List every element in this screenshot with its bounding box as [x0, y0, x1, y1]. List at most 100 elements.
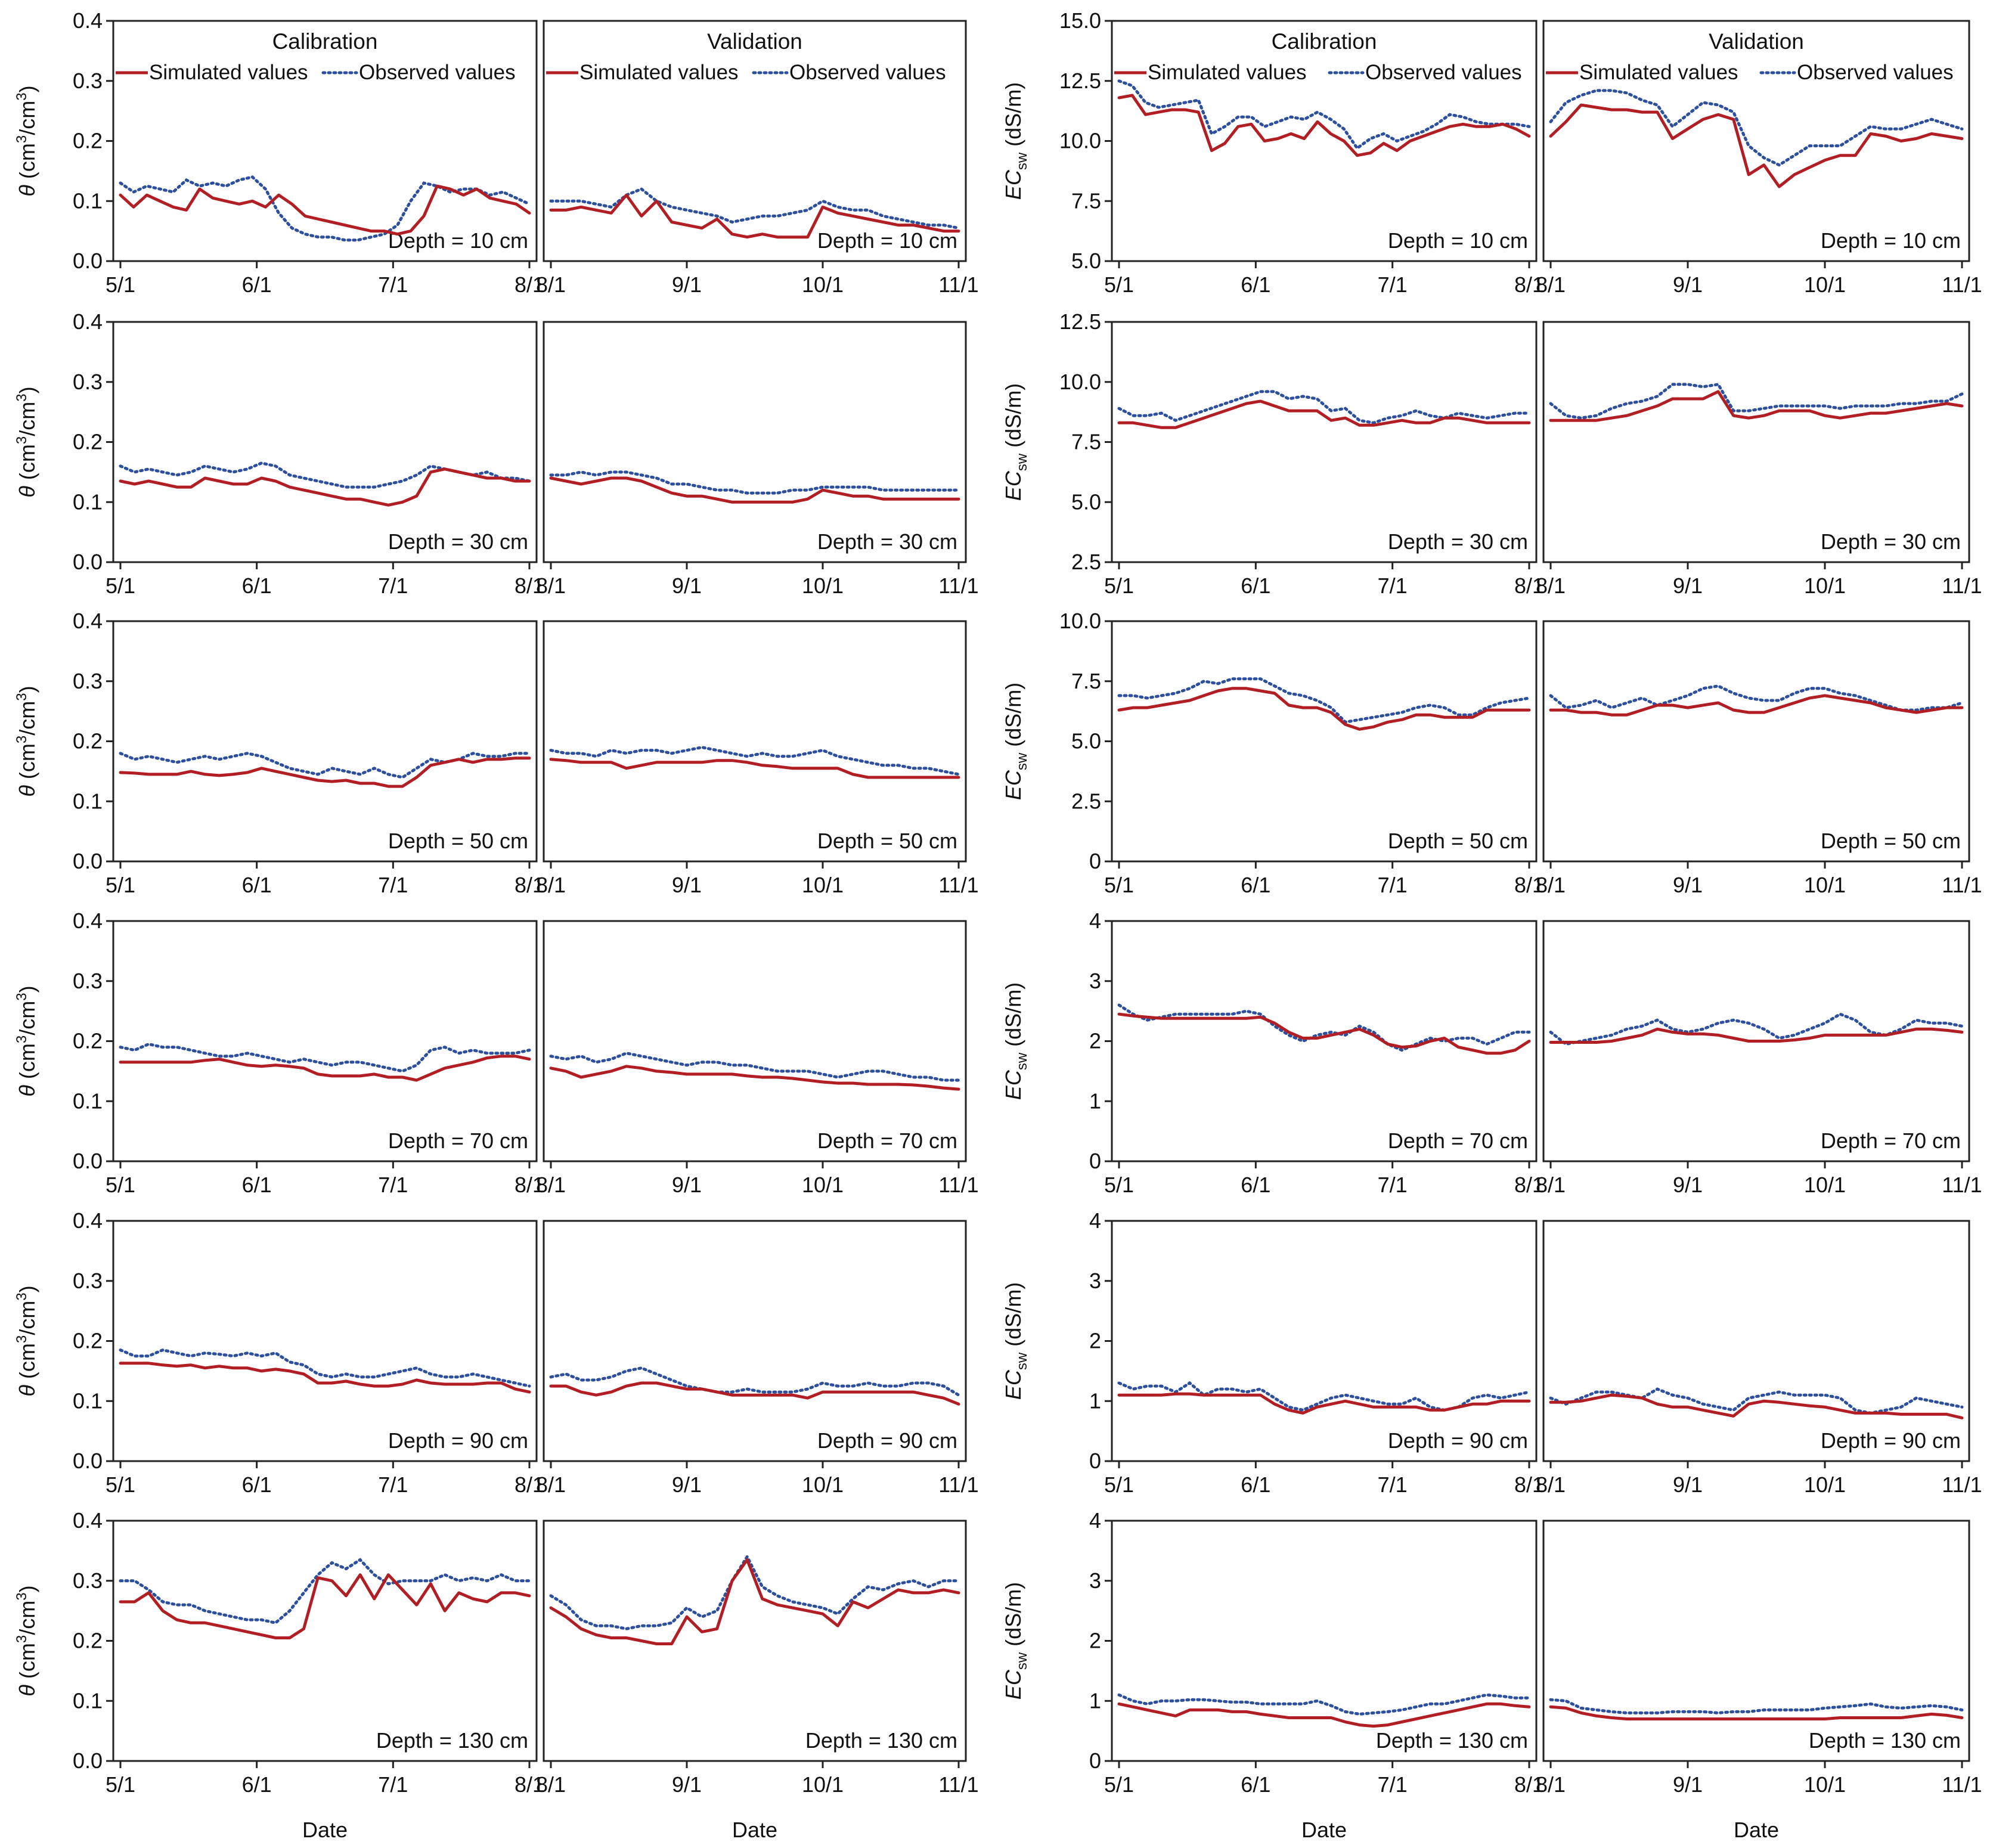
simulated-line-validation — [549, 758, 960, 779]
y-tick-label: 0.2 — [73, 729, 103, 754]
x-axis-title: Date — [302, 1818, 348, 1842]
y-tick-label: 10.0 — [1059, 370, 1101, 394]
panel-frame-validation — [1542, 321, 1970, 563]
panel-row-theta-1: 0.0 0.1 0.2 0.3 0.4 θ (cm3/cm3) 5/1 6/1 7/1 8/1 De… — [14, 8, 979, 297]
x-tick-label: 8/1 — [514, 573, 544, 598]
observed-line-calibration — [119, 1348, 531, 1388]
y-axis-title: ECsw (dS/m) — [1001, 383, 1030, 501]
depth-label: Depth = 50 cm — [817, 829, 957, 853]
x-tick-label: 8/1 — [536, 573, 566, 598]
legend-simulated-label: Simulated values — [1579, 61, 1738, 84]
y-tick-label: 0.3 — [73, 370, 103, 394]
x-tick-label: 5/1 — [106, 873, 135, 897]
simulated-line-calibration — [1117, 94, 1531, 157]
depth-label: Depth = 30 cm — [1388, 529, 1528, 554]
x-tick-label: 8/1 — [1536, 573, 1566, 598]
x-tick-label: 10/1 — [802, 573, 844, 598]
simulated-line-validation — [1549, 390, 1964, 422]
y-tick-label: 0.2 — [73, 1629, 103, 1653]
panel-row-theta-3: 0.0 0.1 0.2 0.3 0.4 θ (cm3/cm3) 5/1 6/1 7/1 8/1 De… — [14, 609, 979, 897]
simulated-line-validation — [1549, 103, 1964, 188]
y-axis-title: ECsw (dS/m) — [1001, 1282, 1030, 1400]
x-tick-label: 7/1 — [1378, 1472, 1408, 1497]
y-tick-label: 0.1 — [73, 1089, 103, 1113]
simulated-line-validation — [549, 1558, 960, 1645]
x-tick-label: 8/1 — [536, 1772, 566, 1797]
y-tick-label: 0.4 — [73, 1208, 103, 1233]
y-tick-label: 10.0 — [1059, 609, 1101, 633]
x-tick-label: 11/1 — [1942, 1772, 1982, 1797]
x-tick-label: 8/1 — [514, 1772, 544, 1797]
x-tick-label: 5/1 — [1104, 1173, 1134, 1197]
panel-row-ec-4: 0 1 2 3 4 ECsw (dS/m) 5/1 6/1 7/1 8/1 Depth = 70 c… — [1001, 909, 1982, 1197]
panel-row-ec-3: 0 2.5 5.0 7.5 10.0 ECsw (dS/m) 5/1 6/1 7/1 8/1 Dep… — [1001, 609, 1982, 897]
x-tick-label: 8/1 — [536, 1472, 566, 1497]
x-tick-label: 8/1 — [1536, 1173, 1566, 1197]
x-tick-label: 6/1 — [242, 873, 272, 897]
x-tick-label: 8/1 — [514, 272, 544, 297]
observed-line-validation — [1549, 89, 1964, 167]
x-tick-label: 6/1 — [1241, 272, 1270, 297]
y-tick-label: 12.5 — [1059, 309, 1101, 334]
x-tick-label: 5/1 — [1104, 1772, 1134, 1797]
y-axis-title: θ (cm3/cm3) — [14, 85, 39, 196]
x-tick-label: 9/1 — [672, 1772, 702, 1797]
observed-line-validation — [549, 1052, 960, 1082]
y-tick-label: 2 — [1089, 1029, 1101, 1053]
depth-label: Depth = 70 cm — [1821, 1128, 1961, 1153]
observed-line-validation — [549, 187, 960, 230]
x-tick-label: 6/1 — [1241, 1173, 1270, 1197]
y-axis-title: θ (cm3/cm3) — [14, 686, 39, 796]
x-tick-label: 9/1 — [1673, 1472, 1703, 1497]
x-tick-label: 8/1 — [536, 272, 566, 297]
panel-frame-validation — [1542, 20, 1970, 262]
x-tick-label: 8/1 — [514, 873, 544, 897]
simulated-line-calibration — [119, 756, 531, 788]
x-tick-label: 5/1 — [1104, 573, 1134, 598]
x-tick-label: 11/1 — [1942, 272, 1982, 297]
x-tick-label: 10/1 — [1804, 1472, 1846, 1497]
y-tick-label: 0 — [1089, 849, 1101, 873]
y-tick-label: 0.1 — [73, 188, 103, 213]
depth-label: Depth = 30 cm — [388, 529, 528, 554]
x-tick-label: 8/1 — [1536, 272, 1566, 297]
x-tick-label: 10/1 — [1804, 573, 1846, 598]
observed-line-calibration — [1117, 79, 1531, 151]
simulated-line-validation — [1549, 1705, 1964, 1720]
x-tick-label: 11/1 — [1942, 1472, 1982, 1497]
depth-label: Depth = 50 cm — [1388, 829, 1528, 853]
x-axis-title: Date — [732, 1818, 777, 1842]
x-tick-label: 7/1 — [378, 873, 408, 897]
depth-label: Depth = 10 cm — [817, 228, 957, 253]
depth-label: Depth = 10 cm — [1821, 228, 1961, 253]
y-tick-label: 0.4 — [73, 609, 103, 633]
depth-label: Depth = 10 cm — [1388, 228, 1528, 253]
y-axis-title: ECsw (dS/m) — [1001, 1582, 1030, 1700]
x-tick-label: 6/1 — [1241, 573, 1270, 598]
observed-line-validation — [1549, 1387, 1964, 1415]
legend-observed-label: Observed values — [359, 61, 516, 84]
y-tick-label: 7.5 — [1071, 430, 1101, 454]
y-axis-title: ECsw (dS/m) — [1001, 82, 1030, 200]
x-tick-label: 11/1 — [1942, 873, 1982, 897]
y-tick-label: 0.2 — [73, 129, 103, 153]
x-tick-label: 11/1 — [938, 1772, 978, 1797]
panel-frame-validation — [543, 920, 967, 1162]
panel-row-theta-6: 0.0 0.1 0.2 0.3 0.4 θ (cm3/cm3) 5/1 6/1 7/1 8/1 De… — [14, 1508, 979, 1842]
y-tick-label: 0.3 — [73, 69, 103, 93]
simulated-line-validation — [549, 1065, 960, 1091]
y-tick-label: 5.0 — [1071, 489, 1101, 514]
x-tick-label: 9/1 — [672, 1472, 702, 1497]
panel-frame-calibration — [112, 20, 538, 262]
panel-frame-validation — [1542, 620, 1970, 863]
observed-line-validation — [1549, 1012, 1964, 1046]
x-tick-label: 8/1 — [536, 1173, 566, 1197]
x-tick-label: 9/1 — [1673, 272, 1703, 297]
y-axis-title: θ (cm3/cm3) — [14, 386, 39, 497]
x-tick-label: 8/1 — [536, 873, 566, 897]
x-tick-label: 6/1 — [1241, 1772, 1270, 1797]
observed-line-validation — [549, 470, 960, 495]
y-tick-label: 0.1 — [73, 489, 103, 514]
y-tick-label: 1 — [1089, 1688, 1101, 1713]
y-tick-label: 0.3 — [73, 969, 103, 993]
